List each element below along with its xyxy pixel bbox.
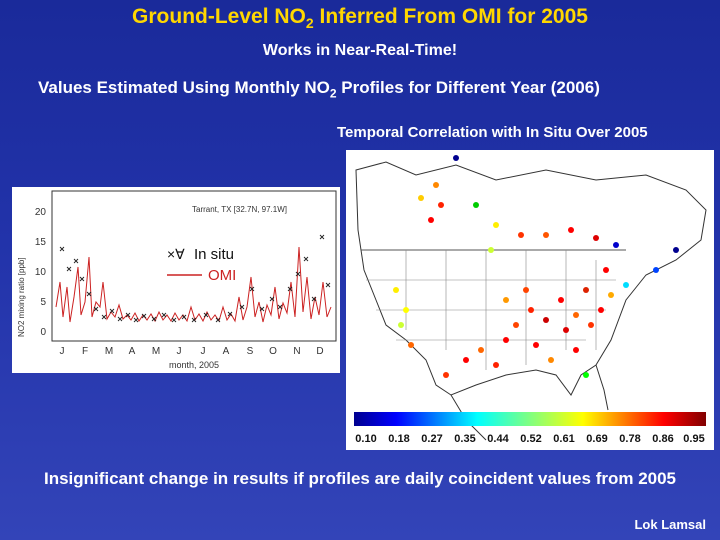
conclusion-text: Insignificant change in results if profi… <box>43 469 677 488</box>
colorbar-tick-0: 0.10 <box>355 433 376 445</box>
ytick-10: 10 <box>35 267 47 278</box>
colorbar-tick-3: 0.35 <box>454 433 475 445</box>
month-mar: M <box>105 346 113 357</box>
month-jul: J <box>201 346 206 357</box>
month-dec: D <box>316 346 323 357</box>
timeseries-figure: Tarrant, TX [32.7N, 97.1W] 0 5 10 15 20 … <box>12 187 340 373</box>
colorbar-tick-5: 0.52 <box>520 433 541 445</box>
month-sep: S <box>247 346 254 357</box>
colorbar-tick-9: 0.86 <box>652 433 673 445</box>
x-axis-label: month, 2005 <box>169 360 219 370</box>
legend-insitu-symbol: ×∀ <box>167 246 185 262</box>
colorbar-tick-4: 0.44 <box>487 433 509 445</box>
colorbar-tick-7: 0.69 <box>586 433 607 445</box>
month-apr: A <box>129 346 136 357</box>
month-feb: F <box>82 346 88 357</box>
colorbar-tick-1: 0.18 <box>388 433 409 445</box>
timeseries-plot: Tarrant, TX [32.7N, 97.1W] 0 5 10 15 20 … <box>17 190 337 370</box>
month-jun: J <box>177 346 182 357</box>
month-may: M <box>152 346 160 357</box>
colorbar <box>354 412 706 426</box>
legend-omi-label: OMI <box>208 267 236 284</box>
ytick-5: 5 <box>40 297 46 308</box>
correlation-dots <box>393 155 679 378</box>
legend-insitu-label: In situ <box>194 246 234 263</box>
month-jan: J <box>60 346 65 357</box>
slide-title: Ground-Level NO2 Inferred From OMI for 2… <box>132 5 588 32</box>
author-name: Lok Lamsal <box>634 517 706 532</box>
slide-subtitle: Works in Near-Real-Time! <box>262 42 458 59</box>
map-outlines <box>355 161 707 441</box>
month-oct: O <box>269 346 277 357</box>
correlation-map-label: Temporal Correlation with In Situ Over 2… <box>337 124 648 141</box>
month-aug: A <box>223 346 230 357</box>
colorbar-tick-8: 0.78 <box>619 433 640 445</box>
correlation-map: 0.10 0.18 0.27 0.35 0.44 0.52 0.61 0.69 … <box>354 155 707 445</box>
colorbar-tick-2: 0.27 <box>421 433 442 445</box>
colorbar-tick-10: 0.95 <box>683 433 704 445</box>
insitu-markers <box>59 234 331 323</box>
colorbar-tick-6: 0.61 <box>553 433 574 445</box>
station-label: Tarrant, TX [32.7N, 97.1W] <box>192 205 287 214</box>
ytick-15: 15 <box>35 237 47 248</box>
ytick-0: 0 <box>40 327 46 338</box>
correlation-map-figure: 0.10 0.18 0.27 0.35 0.44 0.52 0.61 0.69 … <box>346 150 714 450</box>
profile-note: Values Estimated Using Monthly NO2 Profi… <box>38 78 600 101</box>
omi-series-line <box>55 246 332 323</box>
ytick-20: 20 <box>35 207 47 218</box>
legend-box <box>162 239 248 291</box>
y-axis-label: NO2 mixing ratio [ppb] <box>17 257 26 337</box>
month-nov: N <box>293 346 300 357</box>
